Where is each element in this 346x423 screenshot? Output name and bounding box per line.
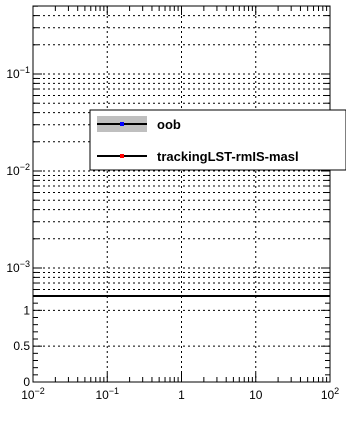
ratio-y-tick-label: 1 xyxy=(23,303,30,317)
legend: oob trackingLST-rmIS-masl xyxy=(89,109,346,171)
x-tick-labels: 10−2 10−1 1 10 102 xyxy=(21,386,339,402)
x-tick-label: 10 xyxy=(249,388,263,402)
x-tick-label: 10−1 xyxy=(95,386,119,402)
main-y-tick-label: 10−2 xyxy=(6,162,30,178)
main-panel-ticks xyxy=(32,5,331,291)
legend-marker xyxy=(120,154,124,158)
ratio-y-tick-label: 0 xyxy=(23,375,30,389)
main-y-tick-label: 10−3 xyxy=(6,259,30,275)
legend-entry-label: trackingLST-rmIS-masl xyxy=(157,149,299,164)
legend-entry-label: oob xyxy=(157,117,181,132)
x-tick-label: 1 xyxy=(178,388,185,402)
ratio-y-tick-labels: 00.51 xyxy=(13,303,30,389)
main-y-tick-label: 10−1 xyxy=(6,65,30,81)
ratio-panel-ticks xyxy=(32,295,331,383)
main-y-tick-labels: 10−3 10−2 10−1 xyxy=(6,65,30,275)
x-tick-label: 10−2 xyxy=(21,386,45,402)
ratio-y-tick-label: 0.5 xyxy=(13,339,30,353)
legend-marker xyxy=(120,122,124,126)
x-tick-label: 102 xyxy=(321,386,339,402)
ratio-panel-grid xyxy=(33,296,330,382)
ratio-panel-frame xyxy=(32,295,331,383)
